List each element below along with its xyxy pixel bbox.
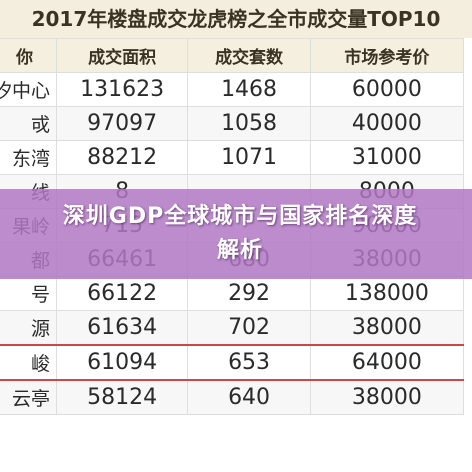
units-cell: 702	[187, 310, 311, 346]
area-cell: 131623	[56, 72, 189, 107]
price-cell: 60000	[309, 72, 465, 107]
units-cell: 1071	[187, 140, 311, 175]
column-header-name: 你	[0, 38, 58, 73]
table-row: 汐中心 131623 1468 60000	[0, 72, 465, 107]
table-header-row: 你 成交面积 成交套数 市场参考价	[0, 38, 465, 73]
project-name-cell: 戓	[0, 106, 58, 141]
area-cell: 58124	[56, 379, 189, 415]
column-header-area: 成交面积	[56, 38, 189, 73]
area-cell: 66122	[56, 276, 189, 311]
area-cell: 61094	[56, 344, 189, 381]
units-cell: 653	[187, 344, 311, 381]
project-name-cell: 号	[0, 276, 58, 311]
overlay-title: 深圳GDP全球城市与国家排名深度解析	[62, 204, 418, 263]
units-cell: 292	[187, 276, 311, 311]
project-name-cell: 云亭	[0, 379, 58, 415]
table-row: 云亭 58124 640 38000	[0, 379, 465, 415]
project-name-cell: 东湾	[0, 140, 58, 175]
price-cell: 64000	[309, 344, 465, 381]
area-cell: 61634	[56, 310, 189, 346]
column-header-units: 成交套数	[187, 38, 311, 73]
area-cell: 97097	[56, 106, 189, 141]
table-title: 2017年楼盘成交龙虎榜之全市成交量TOP10	[0, 0, 472, 38]
project-name-cell: 汐中心	[0, 72, 58, 107]
column-header-price: 市场参考价	[309, 38, 465, 73]
table-row: 戓 97097 1058 40000	[0, 106, 465, 141]
overlay-banner	[0, 189, 472, 279]
price-cell: 138000	[309, 276, 465, 311]
table-row: 东湾 88212 1071 31000	[0, 140, 465, 175]
price-cell: 38000	[309, 379, 465, 415]
units-cell: 640	[187, 379, 311, 415]
price-cell: 31000	[309, 140, 465, 175]
project-name-cell: 源	[0, 310, 58, 346]
highlighted-table-row: 峻 61094 653 64000	[0, 344, 465, 381]
table-row: 号 66122 292 138000	[0, 276, 465, 311]
price-cell: 40000	[309, 106, 465, 141]
table-row: 源 61634 702 38000	[0, 310, 465, 346]
price-cell: 38000	[309, 310, 465, 346]
area-cell: 88212	[56, 140, 189, 175]
units-cell: 1058	[187, 106, 311, 141]
project-name-cell: 峻	[0, 344, 58, 381]
units-cell: 1468	[187, 72, 311, 107]
